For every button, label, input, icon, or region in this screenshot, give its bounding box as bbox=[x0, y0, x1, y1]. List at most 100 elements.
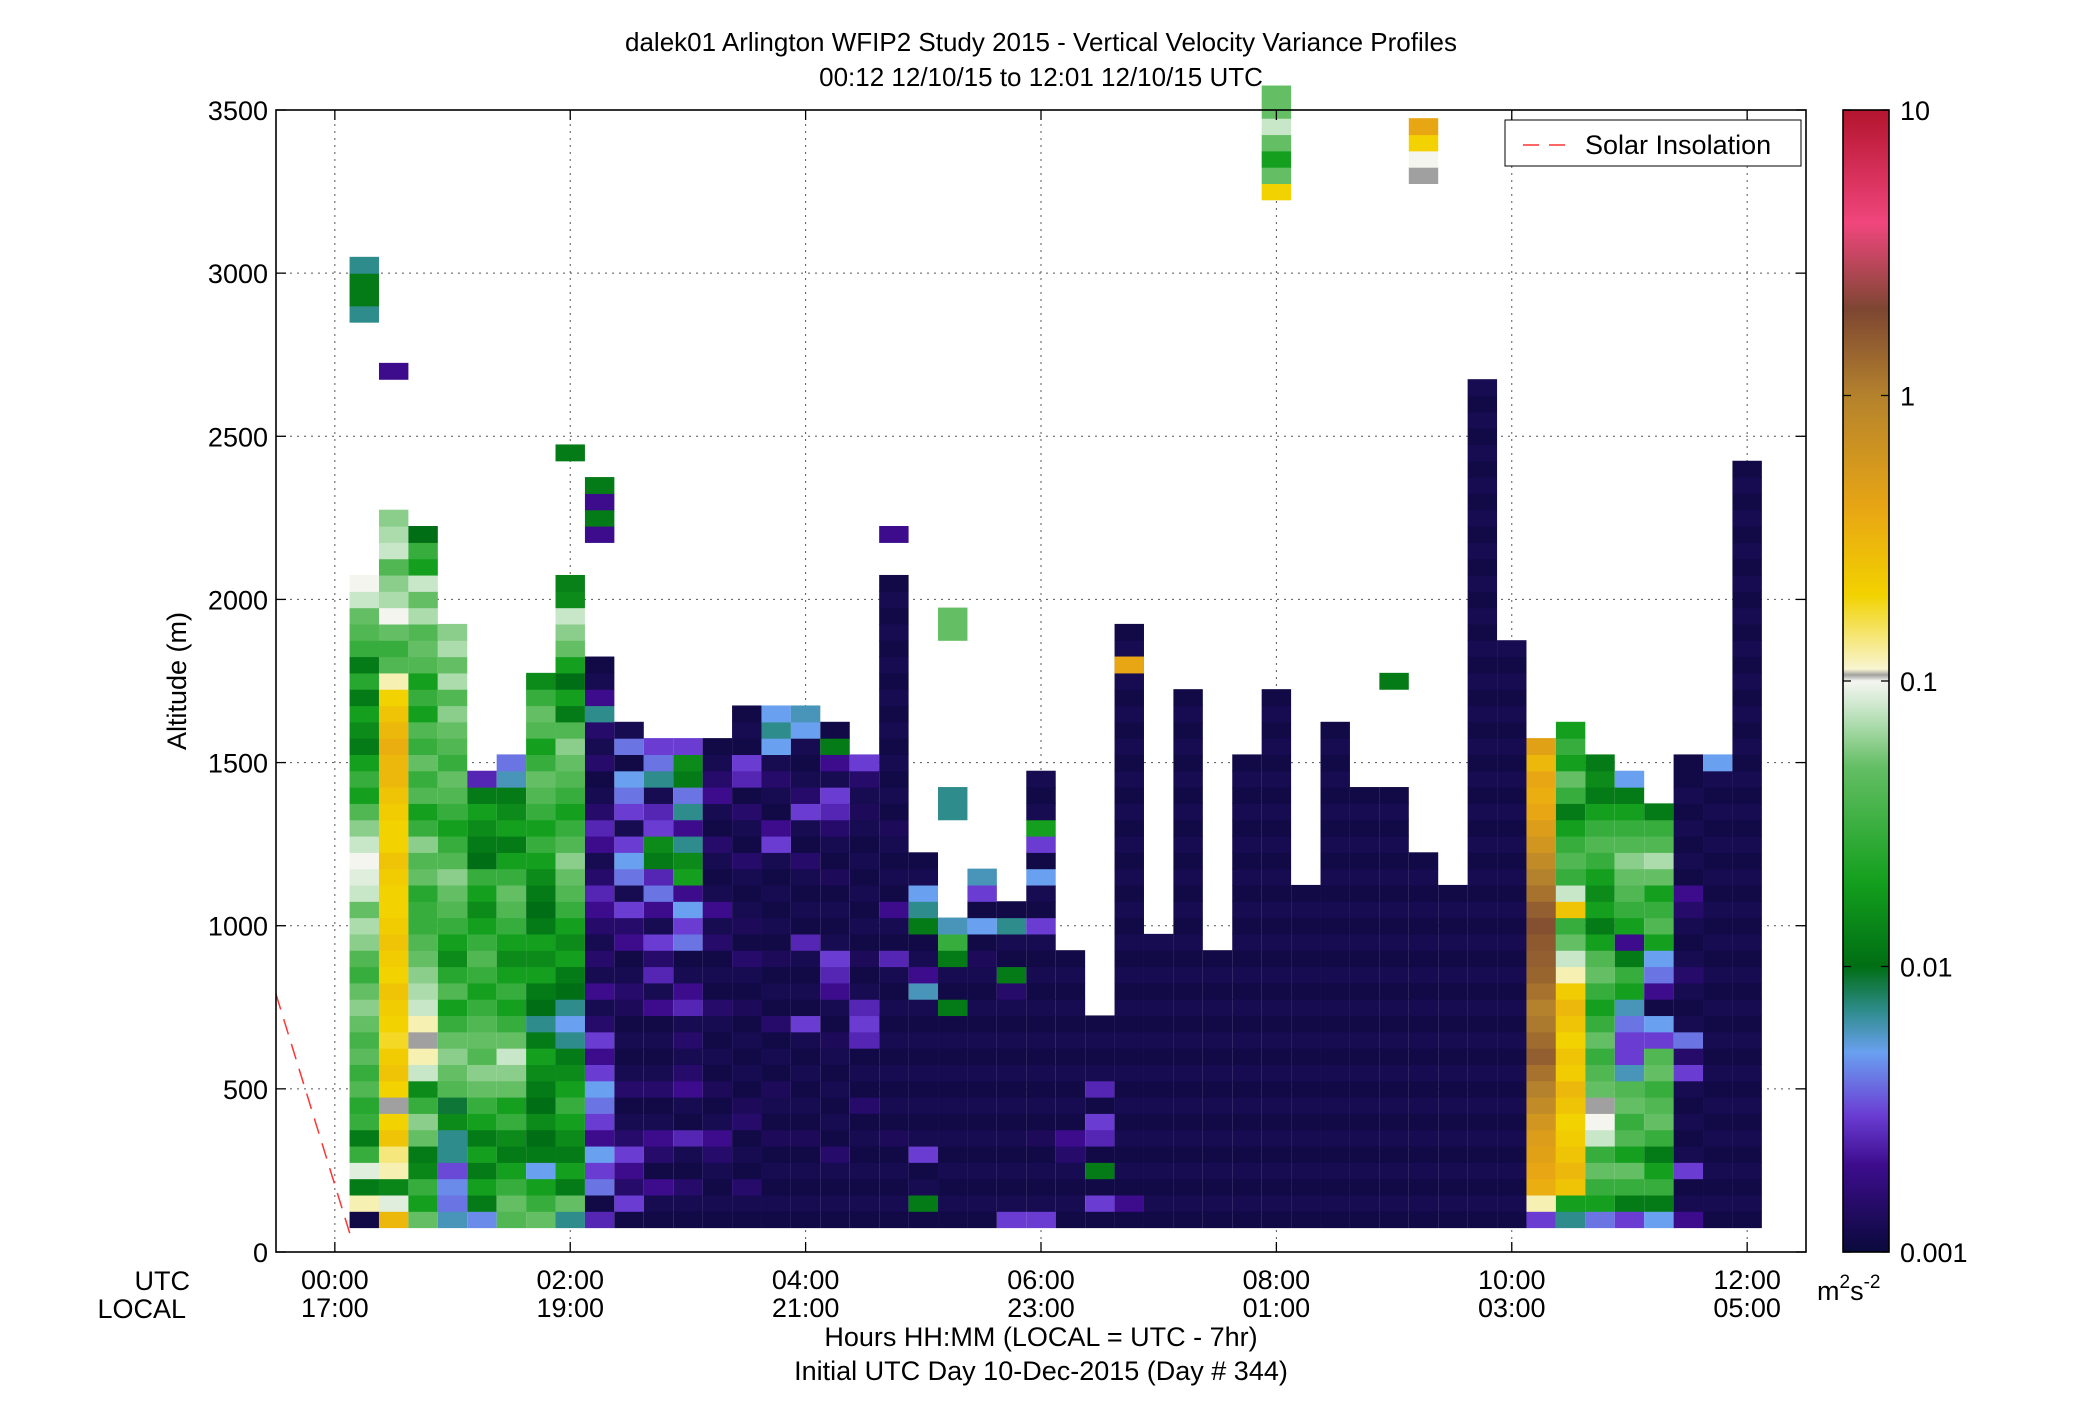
heatmap-cell bbox=[1349, 999, 1380, 1017]
heatmap-cell bbox=[408, 672, 438, 690]
heatmap-cell bbox=[1732, 1129, 1762, 1147]
heatmap-cell bbox=[1585, 770, 1615, 788]
heatmap-cell bbox=[1703, 933, 1733, 951]
heatmap-cell bbox=[761, 933, 791, 951]
heatmap-cell bbox=[349, 672, 379, 690]
heatmap-cell bbox=[996, 1015, 1027, 1033]
heatmap-cell bbox=[1202, 1194, 1233, 1212]
heatmap-cell bbox=[408, 835, 438, 853]
heatmap-cell bbox=[761, 1211, 791, 1229]
heatmap-cell bbox=[1467, 509, 1498, 527]
heatmap-cell bbox=[408, 787, 438, 804]
heatmap-cell bbox=[790, 705, 821, 723]
heatmap-cell bbox=[1732, 901, 1762, 919]
heatmap-cell bbox=[702, 901, 733, 919]
heatmap-cell bbox=[967, 901, 997, 919]
heatmap-cell bbox=[378, 852, 409, 870]
heatmap-cell bbox=[1467, 574, 1498, 592]
heatmap-cell bbox=[879, 705, 909, 723]
heatmap-cell bbox=[790, 1211, 821, 1229]
heatmap-cell bbox=[349, 289, 379, 307]
heatmap-cell bbox=[1291, 1162, 1321, 1180]
heatmap-cell bbox=[1202, 1080, 1233, 1098]
heatmap-cell bbox=[1114, 917, 1144, 935]
heatmap-cell bbox=[378, 738, 409, 756]
heatmap-cell bbox=[1349, 868, 1380, 886]
heatmap-cell bbox=[732, 868, 762, 886]
heatmap-cell bbox=[1467, 1145, 1498, 1163]
heatmap-cell bbox=[1143, 1064, 1174, 1082]
heatmap-cell bbox=[526, 884, 556, 902]
heatmap-cell bbox=[555, 689, 585, 707]
heatmap-cell bbox=[1143, 1031, 1174, 1049]
heatmap-cell bbox=[643, 1129, 674, 1147]
heatmap-cell bbox=[849, 901, 880, 919]
heatmap-cell bbox=[555, 884, 585, 902]
heatmap-cell bbox=[820, 1048, 850, 1065]
heatmap-cell bbox=[1408, 167, 1439, 185]
heatmap-cell bbox=[1261, 1015, 1292, 1033]
heatmap-cell bbox=[1614, 1145, 1645, 1163]
heatmap-cell bbox=[820, 1113, 850, 1131]
heatmap-cell bbox=[673, 901, 703, 919]
heatmap-cell bbox=[555, 835, 585, 853]
heatmap-cell bbox=[673, 1064, 703, 1082]
heatmap-cell bbox=[643, 1015, 674, 1033]
heatmap-cell bbox=[555, 950, 585, 968]
heatmap-cell bbox=[437, 1194, 468, 1212]
heatmap-cell bbox=[1673, 770, 1704, 788]
heatmap-cell bbox=[879, 1194, 909, 1212]
heatmap-cell bbox=[1673, 1031, 1704, 1049]
heatmap-cell bbox=[908, 901, 939, 919]
heatmap-cell bbox=[673, 1113, 703, 1131]
heatmap-cell bbox=[1026, 1178, 1056, 1196]
heatmap-cell bbox=[1379, 1031, 1409, 1049]
heatmap-cell bbox=[1114, 1129, 1144, 1147]
heatmap-cell bbox=[849, 1211, 880, 1229]
heatmap-cell bbox=[1143, 1113, 1174, 1131]
heatmap-cell bbox=[879, 901, 909, 919]
heatmap-cell bbox=[1467, 803, 1498, 821]
heatmap-cell bbox=[378, 884, 409, 902]
heatmap-cell bbox=[849, 852, 880, 870]
heatmap-cell bbox=[1614, 1015, 1645, 1033]
heatmap-cell bbox=[761, 917, 791, 935]
heatmap-cell bbox=[732, 1080, 762, 1098]
heatmap-cell bbox=[996, 901, 1027, 919]
heatmap-cell bbox=[1320, 803, 1350, 821]
colorbar-unit-label: m2s-2 bbox=[1817, 1272, 1880, 1306]
heatmap-cell bbox=[1349, 1194, 1380, 1212]
heatmap-cell bbox=[437, 1097, 468, 1114]
heatmap-cell bbox=[879, 1178, 909, 1196]
heatmap-cell bbox=[1467, 738, 1498, 756]
heatmap-cell bbox=[1173, 1064, 1203, 1082]
heatmap-cell bbox=[879, 803, 909, 821]
heatmap-cell bbox=[673, 754, 703, 772]
heatmap-cell bbox=[1173, 1145, 1203, 1163]
heatmap-cell bbox=[1497, 803, 1527, 821]
heatmap-cell bbox=[1026, 787, 1056, 804]
heatmap-cell bbox=[1202, 1113, 1233, 1131]
heatmap-cell bbox=[1173, 901, 1203, 919]
heatmap-cell bbox=[496, 787, 527, 804]
heatmap-cell bbox=[1320, 982, 1350, 1000]
x-tick-label-local: 01:00 bbox=[1243, 1293, 1311, 1323]
heatmap-cell bbox=[1644, 1211, 1674, 1229]
heatmap-cell bbox=[526, 966, 556, 984]
heatmap-cell bbox=[408, 1097, 438, 1114]
heatmap-cell bbox=[349, 819, 379, 837]
heatmap-cell bbox=[1114, 689, 1144, 707]
heatmap-cell bbox=[1644, 1178, 1674, 1196]
heatmap-cell bbox=[1555, 868, 1586, 886]
heatmap-cell bbox=[349, 574, 379, 592]
heatmap-cell bbox=[1614, 1162, 1645, 1180]
heatmap-cell bbox=[643, 1211, 674, 1229]
heatmap-cell bbox=[526, 1162, 556, 1180]
heatmap-cell bbox=[732, 738, 762, 756]
heatmap-cell bbox=[496, 1015, 527, 1033]
heatmap-cell bbox=[1349, 1178, 1380, 1196]
heatmap-cell bbox=[526, 1015, 556, 1033]
heatmap-cell bbox=[938, 982, 968, 1000]
heatmap-cell bbox=[614, 1162, 644, 1180]
